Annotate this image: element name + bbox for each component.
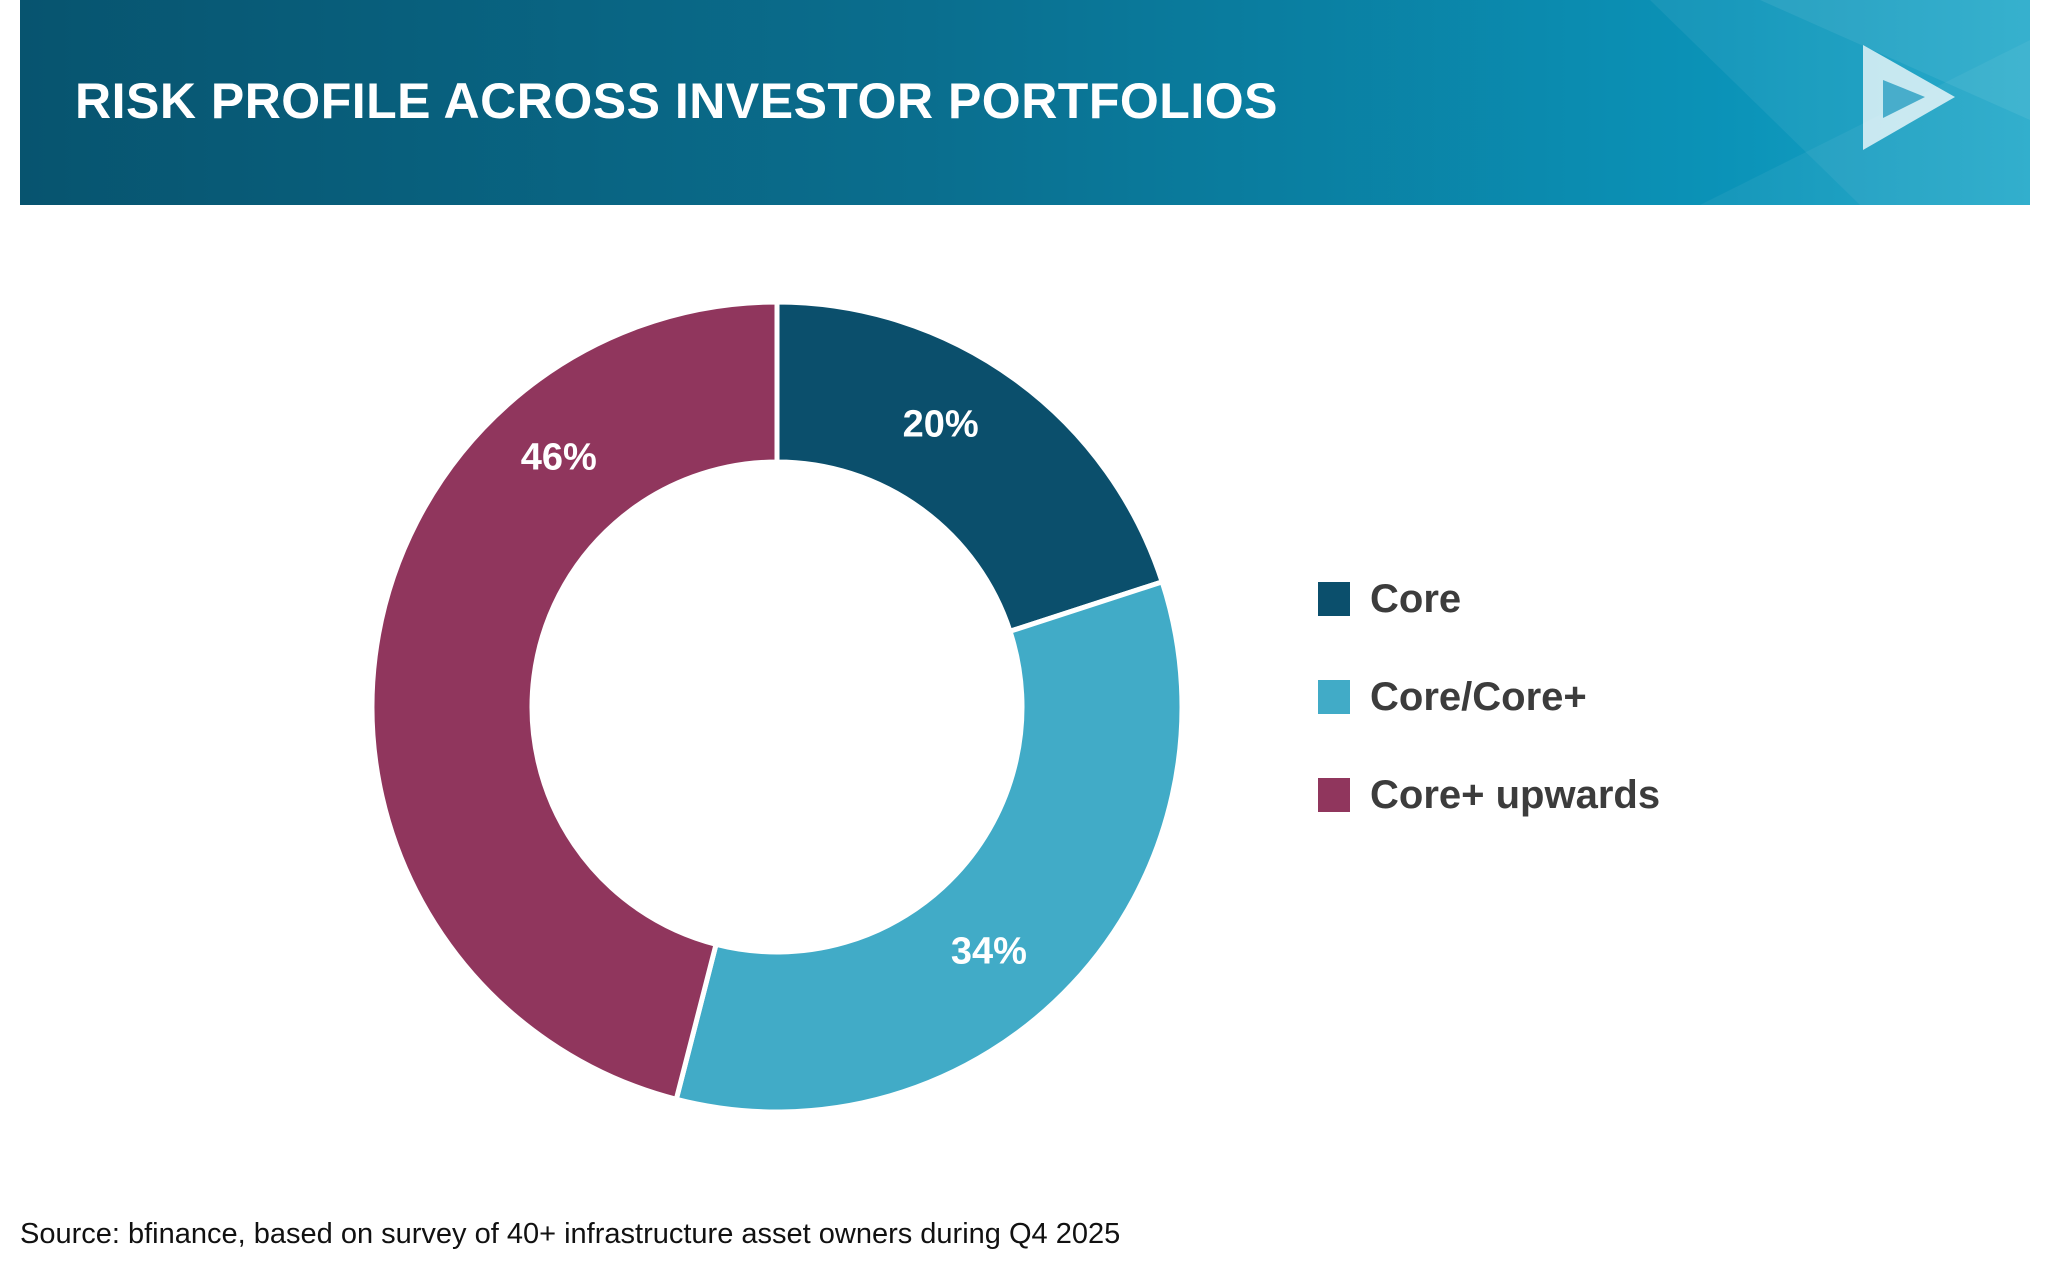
banner-decoration bbox=[1650, 0, 2030, 205]
legend-label-core-core-plus: Core/Core+ bbox=[1370, 674, 1587, 719]
legend-swatch-core-plus-upwards bbox=[1318, 778, 1350, 812]
play-logo-icon bbox=[1863, 45, 1955, 150]
legend-swatch-core-core-plus bbox=[1318, 680, 1350, 714]
data-label-core-core-plus: 34% bbox=[951, 930, 1027, 972]
data-label-core: 20% bbox=[903, 403, 979, 445]
legend-item-core: Core bbox=[1318, 575, 1660, 623]
donut-slice-core-plus-upwards bbox=[369, 299, 780, 1103]
chart-legend: Core Core/Core+ Core+ upwards bbox=[1318, 575, 1660, 869]
legend-item-core-plus-upwards: Core+ upwards bbox=[1318, 771, 1660, 819]
donut-slice-core bbox=[774, 299, 1166, 635]
legend-label-core-plus-upwards: Core+ upwards bbox=[1370, 772, 1661, 817]
source-note: Source: bfinance, based on survey of 40+… bbox=[20, 1218, 1121, 1250]
legend-item-core-core-plus: Core/Core+ bbox=[1318, 673, 1660, 721]
header-banner: RISK PROFILE ACROSS INVESTOR PORTFOLIOS bbox=[20, 0, 2030, 205]
page-title: RISK PROFILE ACROSS INVESTOR PORTFOLIOS bbox=[75, 73, 1278, 129]
legend-label-core: Core bbox=[1370, 576, 1462, 621]
data-label-core-plus-upwards: 46% bbox=[521, 436, 597, 478]
donut-slice-core-core-plus bbox=[673, 578, 1185, 1115]
legend-swatch-core bbox=[1318, 582, 1350, 616]
